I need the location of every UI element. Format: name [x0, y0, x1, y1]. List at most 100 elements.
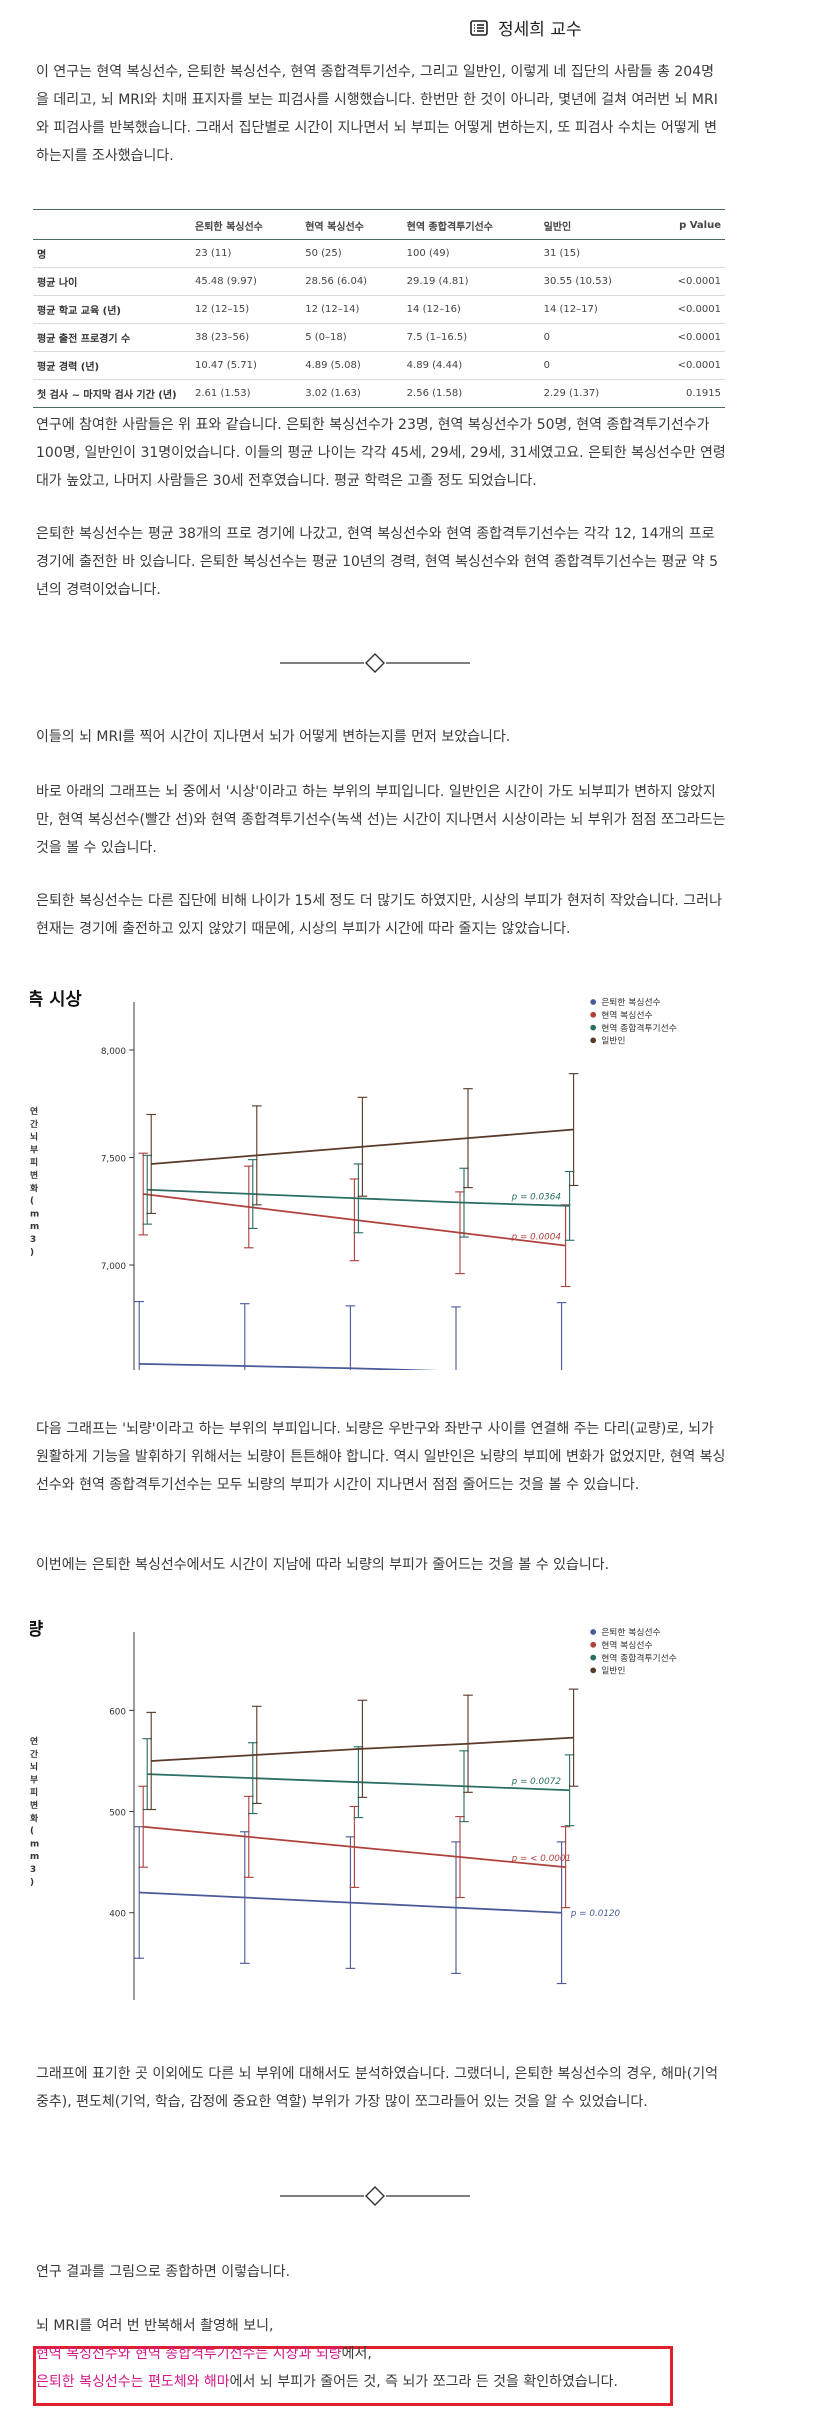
- table-cell: 100 (49): [402, 239, 540, 268]
- table-cell: 평균 학교 교육 (년): [33, 295, 191, 324]
- legend-marker: [590, 1011, 597, 1018]
- legend-marker: [590, 1641, 597, 1648]
- participants-paragraph: 연구에 참여한 사람들은 위 표와 같습니다. 은퇴한 복싱선수가 23명, 현…: [36, 417, 726, 489]
- chart-plot-group: 뇌량30040050060001234연간뇌부피변화(mm3)p = 0.012…: [30, 1620, 677, 2000]
- table-cell: 50 (25): [301, 239, 403, 268]
- series-annotation: p = 0.0004: [511, 1232, 561, 1242]
- y-tick-label: 6,500: [101, 1370, 127, 1371]
- y-tick-label: 7,000: [101, 1262, 127, 1272]
- table-cell: 5 (0–18): [301, 323, 403, 352]
- table-cell: 4.89 (5.08): [301, 351, 403, 380]
- y-tick-label: 500: [109, 1809, 126, 1819]
- legend-marker: [590, 1667, 597, 1674]
- legend-marker: [590, 1037, 597, 1044]
- y-axis-label: 연 간 뇌 부 피 변 화(m m 3): [30, 1106, 39, 1258]
- repeat-paragraph: 뇌 MRI를 여러 번 반복해서 촬영해 보니,: [36, 2318, 274, 2334]
- table-cell: 31 (15): [539, 239, 651, 268]
- legend-marker: [590, 999, 597, 1005]
- highlight-text: 에서 뇌 부피가 줄어든 것, 즉 뇌가 쪼그라 든 것을 확인하였습니다.: [229, 2374, 618, 2390]
- corpus-callosum-chart-svg: 뇌량30040050060001234연간뇌부피변화(mm3)p = 0.012…: [30, 1620, 677, 2000]
- table-cell: 38 (23–56): [191, 323, 302, 352]
- section-divider: [280, 653, 470, 673]
- summary-intro-paragraph: 연구 결과를 그림으로 종합하면 이렇습니다.: [36, 2264, 291, 2280]
- table-cell: 2.61 (1.53): [191, 379, 302, 408]
- legend-label: 은퇴한 복싱선수: [601, 997, 660, 1008]
- author-link[interactable]: 정세희 교수: [470, 15, 582, 40]
- document-list-icon: [470, 19, 488, 36]
- table-cell: 평균 경력 (년): [33, 351, 191, 380]
- table-cell: 30.55 (10.53): [539, 267, 651, 296]
- table-header: 현역 복싱선수: [305, 222, 364, 233]
- table-cell: 0: [539, 351, 651, 380]
- y-tick-label: 7,500: [101, 1155, 127, 1165]
- highlight-text: 에서,: [341, 2346, 372, 2362]
- highlight-emphasis: 현역 복싱선수와 현역 종합격투기선수는 시상과 뇌량: [36, 2346, 342, 2362]
- table-cell: 14 (12–17): [539, 295, 651, 324]
- table-cell: 29.19 (4.81): [402, 267, 540, 296]
- mri-intro-paragraph: 이들의 뇌 MRI를 찍어 시간이 지나면서 뇌가 어떻게 변하는지를 먼저 보…: [36, 729, 511, 745]
- retired-paragraph: 은퇴한 복싱선수는 다른 집단에 비해 나이가 15세 정도 더 많기도 하였지…: [36, 893, 722, 937]
- table-cell: 3.02 (1.63): [301, 379, 403, 408]
- table-cell: 14 (12–16): [402, 295, 540, 324]
- legend-label: 은퇴한 복싱선수: [601, 1627, 660, 1638]
- chart-title: 뇌량: [30, 1620, 43, 1640]
- table-cell: 2.29 (1.37): [539, 379, 651, 408]
- table-row: 평균 경력 (년) 10.47 (5.71) 4.89 (5.08) 4.89 …: [33, 351, 725, 380]
- table-cell: 4.89 (4.44): [402, 351, 540, 380]
- y-tick-label: 8,000: [101, 1047, 127, 1057]
- chart-plot-group: 좌측 시상6,5007,0007,5008,00001234연간뇌부피변화(mm…: [30, 990, 677, 1370]
- legend-label: 현역 복싱선수: [601, 1010, 652, 1021]
- chart-title: 좌측 시상: [30, 990, 82, 1010]
- corpus-callosum-chart: 뇌량30040050060001234연간뇌부피변화(mm3)p = 0.012…: [30, 1600, 730, 2000]
- y-tick-label: 600: [109, 1707, 126, 1717]
- legend-label: 현역 종합격투기선수: [601, 1022, 677, 1034]
- other-regions-paragraph: 그래프에 표기한 곳 이외에도 다른 뇌 부위에 대해서도 분석하였습니다. 그…: [36, 2066, 719, 2110]
- table-header: 현역 종합격투기선수: [406, 222, 493, 233]
- table-cell: 평균 나이: [33, 267, 191, 296]
- table-cell: 12 (12–15): [191, 295, 302, 324]
- table-cell: 23 (11): [191, 239, 302, 268]
- page-header: 정세희 교수: [0, 0, 833, 56]
- author-name: 정세희 교수: [498, 20, 582, 40]
- legend-label: 일반인: [601, 1666, 625, 1677]
- table-header-row: 은퇴한 복싱선수 현역 복싱선수 현역 종합격투기선수 일반인 p Value: [33, 209, 725, 240]
- table-cell: 명: [33, 239, 191, 268]
- table-cell: <0.0001: [650, 323, 725, 352]
- highlight-emphasis: 은퇴한 복싱선수는 편도체와 해마: [36, 2374, 230, 2390]
- table-row: 평균 학교 교육 (년) 12 (12–15) 12 (12–14) 14 (1…: [33, 295, 725, 324]
- y-axis-label: 연 간 뇌 부 피 변 화(m m 3): [30, 1736, 39, 1888]
- legend-label: 현역 복싱선수: [601, 1640, 652, 1651]
- table-row: 평균 나이 45.48 (9.97) 28.56 (6.04) 29.19 (4…: [33, 267, 725, 296]
- highlight-box: [33, 2346, 673, 2406]
- table-cell: 7.5 (1–16.5): [402, 323, 540, 352]
- table-cell: 평균 출전 프로경기 수: [33, 323, 191, 352]
- series-annotation: p = < 0.0001: [511, 1854, 571, 1864]
- table-cell: 10.47 (5.71): [191, 351, 302, 380]
- corpus-callosum-paragraph: 다음 그래프는 '뇌량'이라고 하는 부위의 부피입니다. 뇌량은 우반구와 좌…: [36, 1421, 726, 1493]
- table-cell: 첫 검사 ~ 마지막 검사 기간 (년): [33, 379, 191, 408]
- table-cell: 28.56 (6.04): [301, 267, 403, 296]
- legend-marker: [590, 1629, 597, 1635]
- table-cell: 0.1915: [650, 379, 725, 408]
- table-header: 일반인: [543, 222, 572, 233]
- thalamus-paragraph: 바로 아래의 그래프는 뇌 중에서 '시상'이라고 하는 부위의 부피입니다. …: [36, 784, 726, 856]
- table-header: p Value: [679, 220, 721, 231]
- careers-paragraph: 은퇴한 복싱선수는 평균 38개의 프로 경기에 나갔고, 현역 복싱선수와 현…: [36, 526, 718, 598]
- legend-label: 일반인: [601, 1036, 625, 1047]
- table-cell: [650, 239, 725, 268]
- y-tick-label: 400: [109, 1910, 126, 1920]
- series-annotation: p = 0.0072: [511, 1777, 562, 1787]
- legend-marker: [590, 1654, 597, 1661]
- highlight-line-2: 은퇴한 복싱선수는 편도체와 해마에서 뇌 부피가 줄어든 것, 즉 뇌가 쪼그…: [36, 2368, 618, 2396]
- cc-retired-paragraph: 이번에는 은퇴한 복싱선수에서도 시간이 지남에 따라 뇌량의 부피가 줄어드는…: [36, 1557, 610, 1573]
- table-cell: 12 (12–14): [301, 295, 403, 324]
- table-header: [33, 210, 191, 240]
- table-header: 은퇴한 복싱선수: [195, 222, 263, 233]
- table-cell: <0.0001: [650, 267, 725, 296]
- section-divider: [280, 2186, 470, 2206]
- series-annotation: p = 0.0364: [511, 1192, 561, 1202]
- table-row: 첫 검사 ~ 마지막 검사 기간 (년) 2.61 (1.53) 3.02 (1…: [33, 379, 725, 408]
- participants-table: 은퇴한 복싱선수 현역 복싱선수 현역 종합격투기선수 일반인 p Value …: [33, 209, 725, 408]
- table-cell: 2.56 (1.58): [402, 379, 540, 408]
- highlight-line-1: 현역 복싱선수와 현역 종합격투기선수는 시상과 뇌량에서,: [36, 2340, 372, 2368]
